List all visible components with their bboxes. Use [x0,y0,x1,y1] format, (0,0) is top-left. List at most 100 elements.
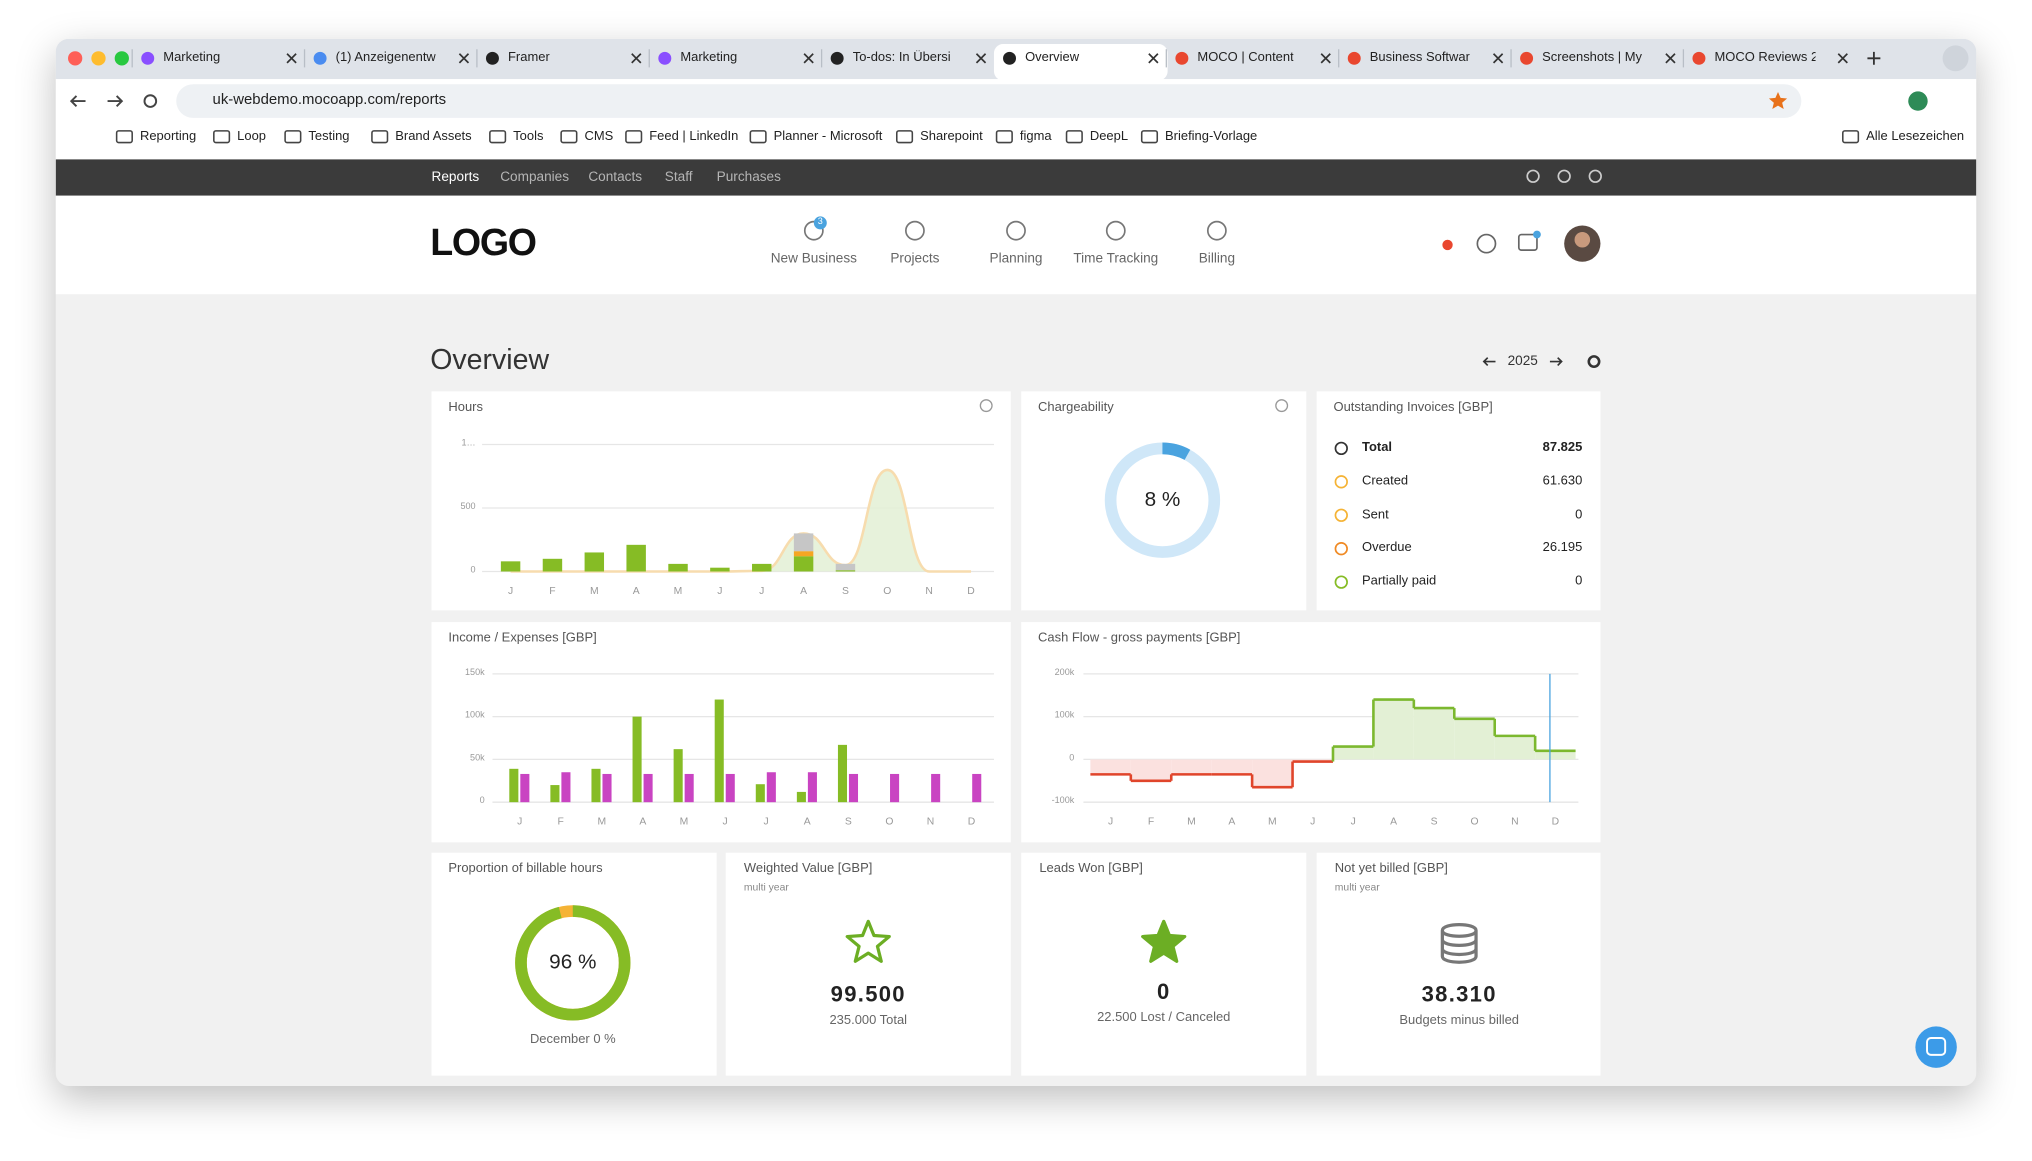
todo-icon [1476,233,1497,254]
bookmark[interactable]: Testing [308,129,350,144]
bookmark[interactable]: DeepL [1089,129,1129,144]
tab-title[interactable]: Overview [1025,50,1080,65]
row-value: 61.630 [1542,474,1583,489]
x-tick-label: D [967,584,975,597]
bookmark-icon [371,130,389,144]
top-nav-item[interactable]: Purchases [716,169,781,185]
bookmark[interactable]: Loop [237,129,266,144]
card-title: Hours [448,400,483,415]
tab-icon [1347,51,1361,65]
nav-icon [1206,220,1227,241]
main-nav-item[interactable]: New Business [770,251,857,267]
card-subtitle: multi year [743,881,789,894]
tab-title[interactable]: Framer [508,50,550,65]
cash-fill [1413,708,1455,760]
bookmark[interactable]: CMS [584,129,614,144]
tab-close [803,53,814,64]
top-nav-item[interactable]: Reports [431,169,480,185]
tab-title[interactable]: MOCO | Content [1197,50,1294,65]
x-tick-label: D [967,815,976,828]
main-nav-item[interactable]: Projects [890,251,940,267]
area-fill [510,469,972,572]
donut-label: 8 % [1144,489,1181,512]
bookmark-icon [213,130,231,144]
tab-title[interactable]: (1) Anzeigenentw [335,50,436,65]
x-tick-label: S [844,815,852,828]
card-title: Outstanding Invoices [GBP] [1333,400,1493,415]
card [1021,622,1601,843]
bar [668,563,688,572]
tab-title[interactable]: Marketing [680,50,738,65]
y-tick-label: 200k [1054,668,1075,678]
active-tab [993,44,1168,81]
x-tick-label: F [549,584,556,597]
x-tick-label: O [883,584,892,597]
bar [837,744,848,803]
window [55,38,1977,1086]
tab-icon [1003,51,1017,65]
x-tick-label: A [800,584,808,597]
row-label: Overdue [1362,540,1412,556]
bookmark[interactable]: Brand Assets [395,129,472,144]
row-value: 26.195 [1542,540,1583,556]
bar [520,773,530,803]
bar [931,773,941,803]
status-icon [1334,575,1348,589]
bookmark[interactable]: figma [1019,129,1052,144]
top-nav-item[interactable]: Staff [664,169,693,185]
window-button [68,51,83,66]
tab-title[interactable]: To-dos: In Übersi [852,50,951,65]
y-tick-label: 0 [479,796,485,806]
main-nav-item[interactable]: Planning [989,251,1043,267]
bookmark-icon [749,130,767,144]
bookmark[interactable]: Planner - Microsoft [773,129,883,144]
bookmark[interactable]: Briefing-Vorlage [1165,129,1258,144]
tab-title[interactable]: MOCO Reviews 2 [1714,50,1816,65]
row-label: Partially paid [1362,574,1437,589]
chat-launcher[interactable] [1915,1026,1957,1068]
x-tick-label: F [1147,815,1155,828]
header [55,195,1977,295]
x-tick-label: J [1310,815,1316,828]
bar [793,556,814,572]
settings [1587,355,1601,369]
top-nav-item[interactable]: Companies [500,169,570,185]
nav-icon [1006,220,1026,241]
url[interactable]: uk-webdemo.mocoapp.com/reports [212,92,447,108]
kpi-caption: Budgets minus billed [1399,1013,1520,1028]
main-nav-item[interactable]: Time Tracking [1073,251,1159,267]
profile [1908,91,1928,111]
bar [626,544,646,572]
bookmark[interactable]: Reporting [139,129,197,144]
donut-arc [1104,442,1221,558]
x-tick-label: O [1470,815,1479,828]
chat-dot [1533,230,1541,239]
bookmark[interactable]: Feed | LinkedIn [649,129,739,144]
bar [725,773,735,803]
badge [813,216,827,230]
x-tick-label: A [639,815,647,828]
tab-title[interactable]: Screenshots | My [1542,50,1643,65]
tab-icon [830,51,844,65]
main-nav-item[interactable]: Billing [1198,251,1236,267]
tab-title[interactable]: Business Softwar [1369,50,1470,65]
top-nav-item[interactable]: Contacts [588,169,643,185]
bar [755,784,765,803]
kpi-value: 99.500 [830,982,906,1007]
y-tick-label: 0 [470,566,476,576]
bookmark[interactable]: Sharepoint [920,129,983,144]
bookmark-icon [1842,130,1860,144]
y-tick-label: 100k [1054,711,1075,721]
tab-close [286,53,297,64]
bookmark-icon [284,130,302,144]
x-tick-label: J [759,584,765,597]
bookmark[interactable]: Alle Lesezeichen [1866,129,1965,144]
x-tick-label: N [926,815,935,828]
x-tick-label: D [1551,815,1560,828]
bookmark-star [1768,92,1788,109]
bar [542,558,563,572]
tab-title[interactable]: Marketing [163,50,221,65]
x-tick-label: M [1187,815,1196,828]
bookmark[interactable]: Tools [513,129,544,144]
bar [796,791,806,803]
